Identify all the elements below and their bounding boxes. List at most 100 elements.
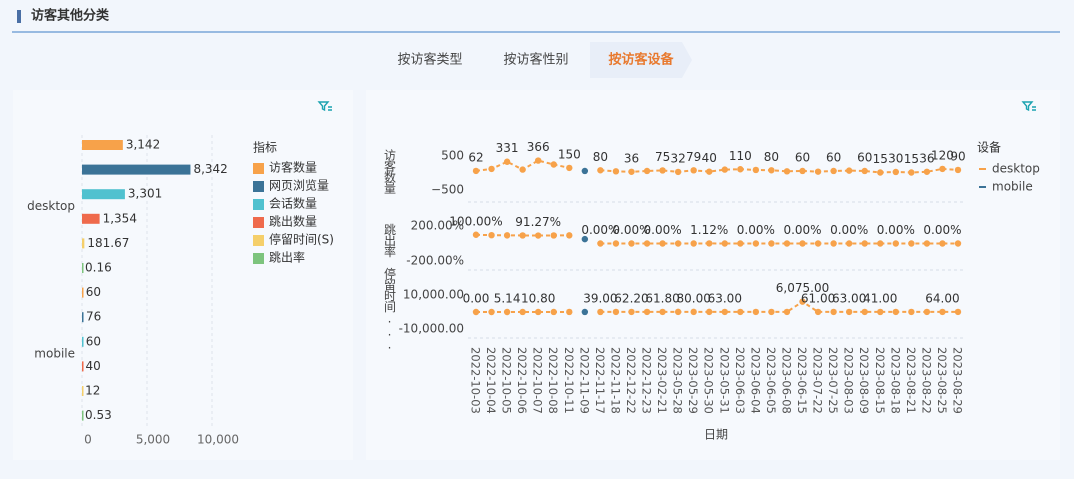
x-tick-label: 2022-10-06 <box>515 347 529 414</box>
point <box>628 168 635 175</box>
x-tick-label: 2022-10-11 <box>562 347 576 414</box>
point <box>472 167 480 175</box>
point <box>861 308 868 316</box>
point <box>612 240 620 247</box>
data-label: 0.00 <box>463 292 490 306</box>
x-tick-label: 2022-12-22 <box>624 347 638 414</box>
data-label: 6,075.00 <box>776 281 829 295</box>
x-tick-label: 2023-05-29 <box>686 347 700 414</box>
data-label: 0.00% <box>923 223 961 237</box>
data-label: 0.00% <box>783 223 821 237</box>
data-label: 75 <box>655 150 670 164</box>
x-tick-label: 2022-12-23 <box>640 347 654 414</box>
point <box>674 308 682 316</box>
y-axis-label: 停留时间... <box>383 266 397 350</box>
legend-swatch <box>253 181 264 192</box>
point <box>519 232 526 239</box>
data-label: 0.00% <box>737 223 775 237</box>
data-label: 1,354 <box>103 211 137 225</box>
tab[interactable]: 按访客类型 <box>397 52 462 68</box>
point <box>721 166 728 173</box>
point <box>877 308 884 316</box>
data-label: 60 <box>826 150 841 164</box>
point <box>908 240 915 247</box>
bar <box>82 410 84 421</box>
point <box>908 308 915 316</box>
point <box>566 308 573 316</box>
tab[interactable]: 按访客设备 <box>608 52 674 68</box>
x-tick-label: 2023-07-25 <box>826 347 840 414</box>
point <box>768 240 775 247</box>
data-label: 0.00% <box>581 223 619 237</box>
data-label: 150 <box>558 147 581 161</box>
point <box>566 232 573 239</box>
x-tick-label: 2023-08-09 <box>857 347 871 414</box>
data-label: 60 <box>795 150 810 164</box>
point <box>783 168 791 175</box>
x-tick-label: 2023-06-05 <box>764 347 778 414</box>
data-label: 331 <box>496 141 519 155</box>
data-label: 366 <box>527 140 550 154</box>
x-tick-label: 2023-07-22 <box>811 347 825 414</box>
data-label: 32 <box>670 151 685 165</box>
data-label: 80 <box>764 150 779 164</box>
point <box>845 240 853 247</box>
data-label: 8,342 <box>193 162 227 176</box>
x-tick-label: 2022-10-07 <box>531 347 545 414</box>
point <box>721 308 728 316</box>
tab-active-bg[interactable] <box>590 42 692 78</box>
title-mark <box>17 10 21 23</box>
data-label: 61.80 <box>645 291 679 305</box>
bar <box>82 238 85 249</box>
filter-icon[interactable] <box>317 101 332 112</box>
y-axis-label: 访客数量 <box>383 149 397 194</box>
point <box>690 308 697 316</box>
point <box>612 168 620 175</box>
data-label: 76 <box>86 310 101 324</box>
x-tick-label: 2023-08-21 <box>904 347 918 414</box>
data-label: 62.20 <box>614 291 648 305</box>
data-label: 61.00 <box>801 291 835 305</box>
data-label: 41.00 <box>863 291 897 305</box>
x-tick-label: 10,000 <box>197 433 239 447</box>
point <box>954 240 962 247</box>
point <box>814 308 822 316</box>
point <box>472 308 480 316</box>
y-tick-label: −500 <box>431 183 464 197</box>
filter-icon[interactable] <box>1021 101 1036 112</box>
data-label: 60 <box>86 285 101 299</box>
data-label: 120 <box>931 148 954 162</box>
point <box>877 240 884 247</box>
x-tick-label: 2023-08-22 <box>919 347 933 414</box>
y-axis-label: 跳出率 <box>383 223 397 257</box>
tab[interactable]: 按访客性别 <box>503 52 568 68</box>
point <box>581 167 589 175</box>
x-tick-label: 2023-08-18 <box>888 347 902 414</box>
point <box>923 168 931 175</box>
x-tick-label: 2022-10-04 <box>484 347 498 414</box>
point <box>830 167 837 175</box>
point <box>861 167 868 175</box>
x-tick-label: 2022-10-05 <box>500 347 514 414</box>
x-tick-label: 2023-06-04 <box>748 347 762 414</box>
legend-label: 网页浏览量 <box>269 178 329 193</box>
point <box>597 167 604 174</box>
point <box>861 240 868 247</box>
bar <box>82 287 84 298</box>
point <box>892 168 900 176</box>
bar <box>82 312 84 323</box>
legend-title: 指标 <box>253 140 277 155</box>
point <box>737 308 744 316</box>
point <box>659 308 666 316</box>
point <box>706 240 713 247</box>
data-label: 60 <box>86 334 101 348</box>
data-label: 39.00 <box>583 291 617 305</box>
point <box>923 240 931 247</box>
data-label: 1.12% <box>690 223 728 237</box>
point <box>534 308 542 316</box>
y-tick-label: 500 <box>441 149 464 163</box>
data-label: 40 <box>702 151 717 165</box>
data-label: 63.00 <box>832 291 866 305</box>
data-label: 3,301 <box>128 187 162 201</box>
